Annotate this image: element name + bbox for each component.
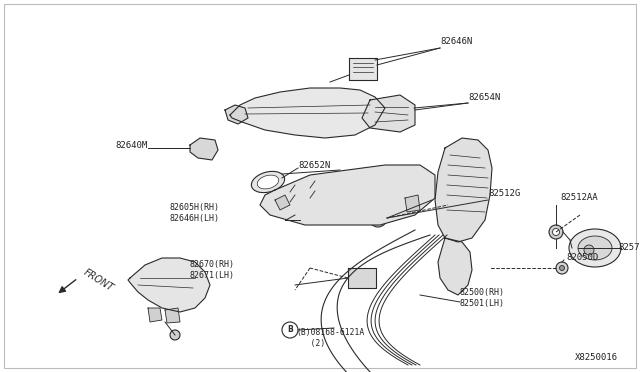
Polygon shape [148, 308, 162, 322]
Text: (B)08168-6121A
   (2): (B)08168-6121A (2) [296, 328, 364, 348]
Text: B: B [287, 326, 293, 334]
Text: 82654N: 82654N [468, 93, 500, 102]
Text: 82652N: 82652N [298, 160, 330, 170]
Ellipse shape [578, 236, 612, 260]
Circle shape [559, 266, 564, 270]
Ellipse shape [569, 229, 621, 267]
Text: 82570M: 82570M [618, 244, 640, 253]
Circle shape [552, 228, 559, 235]
Circle shape [170, 330, 180, 340]
Polygon shape [348, 268, 376, 288]
Polygon shape [190, 138, 218, 160]
Circle shape [556, 262, 568, 274]
Ellipse shape [252, 171, 285, 193]
Circle shape [584, 245, 594, 255]
Text: 82050D: 82050D [566, 253, 598, 263]
Text: 82512G: 82512G [488, 189, 520, 199]
Polygon shape [230, 88, 385, 138]
Text: 82670(RH)
82671(LH): 82670(RH) 82671(LH) [190, 260, 235, 280]
Circle shape [369, 209, 387, 227]
Circle shape [460, 217, 476, 233]
Polygon shape [128, 258, 210, 312]
Polygon shape [275, 195, 290, 210]
Polygon shape [438, 238, 472, 295]
Text: 82500(RH)
82501(LH): 82500(RH) 82501(LH) [460, 288, 505, 308]
Polygon shape [165, 308, 180, 323]
Polygon shape [435, 138, 492, 242]
Polygon shape [225, 105, 248, 124]
Text: FRONT: FRONT [82, 267, 115, 293]
Circle shape [282, 322, 298, 338]
Text: 82640M: 82640M [116, 141, 148, 150]
Ellipse shape [257, 175, 279, 189]
Polygon shape [362, 95, 415, 132]
Text: 82512AA: 82512AA [560, 193, 598, 202]
Text: X8250016: X8250016 [575, 353, 618, 362]
Circle shape [373, 213, 383, 223]
Polygon shape [405, 195, 420, 212]
Text: 82605H(RH)
82646H(LH): 82605H(RH) 82646H(LH) [170, 203, 220, 223]
Polygon shape [349, 58, 377, 80]
Circle shape [549, 225, 563, 239]
Polygon shape [260, 165, 435, 225]
Text: 82646N: 82646N [440, 38, 472, 46]
